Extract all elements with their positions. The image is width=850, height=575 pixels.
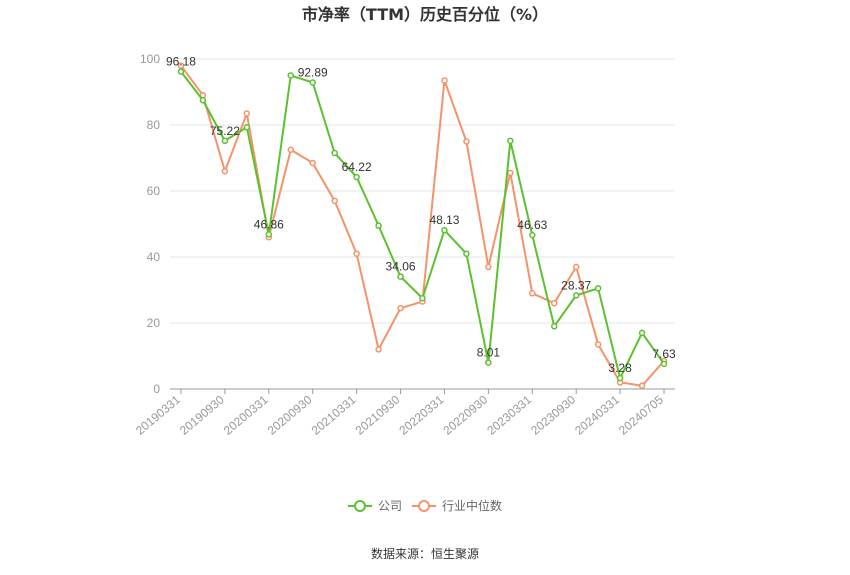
- data-point[interactable]: [419, 295, 426, 302]
- data-point[interactable]: [221, 137, 229, 145]
- data-label: 64.22: [342, 160, 372, 174]
- data-point[interactable]: [529, 231, 536, 239]
- data-point[interactable]: [660, 360, 668, 368]
- data-label: 96.18: [166, 55, 196, 69]
- x-tick-label: 20200930: [265, 392, 315, 437]
- data-point[interactable]: [243, 124, 251, 131]
- legend-item-industry-median[interactable]: 行业中位数: [412, 498, 502, 513]
- x-tick-label: 20220930: [440, 392, 490, 437]
- legend[interactable]: 公司 行业中位数: [348, 498, 502, 513]
- legend-company-marker: [354, 500, 366, 512]
- x-tick-label: 20190930: [177, 392, 227, 437]
- data-label: 48.13: [429, 213, 459, 227]
- data-point[interactable]: [331, 149, 338, 157]
- data-point[interactable]: [485, 359, 492, 366]
- data-labels: 96.18 75.22 46.86 92.89 64.22 34.06 48.13 8.01 4…: [166, 55, 676, 376]
- data-point[interactable]: [550, 299, 558, 307]
- legend-company-label: 公司: [378, 499, 402, 513]
- x-tick-label: 20190331: [133, 392, 183, 437]
- y-axis: 0 20 40 60 80 100: [140, 52, 160, 396]
- x-tick-label: 20230930: [528, 392, 578, 437]
- x-tick-label: 20240705: [616, 392, 666, 437]
- data-label: 28.37: [561, 278, 591, 292]
- data-point[interactable]: [507, 137, 514, 145]
- data-source: 数据来源：恒生聚源: [371, 546, 479, 561]
- y-tick-label: 40: [147, 250, 161, 264]
- data-point[interactable]: [353, 173, 360, 181]
- data-point[interactable]: [638, 329, 646, 337]
- legend-industry-marker: [418, 500, 430, 512]
- data-point[interactable]: [616, 374, 624, 382]
- data-point[interactable]: [572, 263, 580, 271]
- data-label: 3.28: [608, 361, 632, 375]
- y-tick-label: 100: [140, 52, 160, 66]
- data-point[interactable]: [287, 72, 295, 79]
- legend-industry-label: 行业中位数: [442, 498, 502, 513]
- series-group: [177, 62, 668, 389]
- x-axis: 2019033120190930202003312020093020210331…: [133, 388, 675, 438]
- x-tick-label: 20220331: [396, 392, 446, 437]
- data-point[interactable]: [550, 323, 558, 330]
- data-point[interactable]: [375, 222, 382, 229]
- data-point[interactable]: [353, 250, 360, 257]
- y-tick-label: 0: [153, 382, 160, 396]
- grid-lines: [170, 58, 675, 324]
- data-point[interactable]: [463, 250, 470, 257]
- data-point[interactable]: [594, 285, 602, 292]
- x-tick-label: 20210331: [309, 392, 359, 437]
- data-point[interactable]: [265, 231, 273, 238]
- data-point[interactable]: [243, 110, 251, 117]
- chart-title: 市净率（TTM）历史百分位（%）: [302, 5, 548, 24]
- y-tick-label: 60: [147, 184, 161, 198]
- data-point[interactable]: [177, 62, 185, 69]
- data-point[interactable]: [441, 226, 448, 234]
- data-label: 75.22: [210, 124, 240, 138]
- legend-item-company[interactable]: 公司: [348, 499, 402, 513]
- y-tick-label: 80: [147, 118, 161, 132]
- data-label: 8.01: [477, 346, 501, 360]
- x-tick-label: 20240331: [572, 392, 622, 437]
- data-label: 92.89: [298, 65, 328, 79]
- data-point[interactable]: [309, 79, 316, 86]
- data-point[interactable]: [594, 341, 602, 348]
- data-label: 46.86: [254, 217, 284, 231]
- data-label: 46.63: [517, 218, 547, 232]
- data-point[interactable]: [463, 138, 470, 145]
- data-point[interactable]: [177, 68, 185, 75]
- data-point[interactable]: [199, 97, 207, 104]
- data-point[interactable]: [221, 167, 229, 175]
- data-label: 34.06: [386, 260, 416, 274]
- data-point[interactable]: [375, 346, 382, 353]
- data-point[interactable]: [572, 292, 580, 299]
- data-point[interactable]: [309, 159, 316, 167]
- x-tick-label: 20200331: [221, 392, 271, 437]
- data-point[interactable]: [441, 77, 448, 84]
- data-point[interactable]: [485, 263, 492, 271]
- data-point[interactable]: [507, 169, 514, 177]
- data-point[interactable]: [397, 304, 404, 312]
- x-tick-label: 20230331: [484, 392, 534, 437]
- x-tick-label: 20210930: [353, 392, 403, 437]
- y-tick-label: 20: [147, 316, 161, 330]
- data-point[interactable]: [638, 382, 646, 389]
- data-point[interactable]: [331, 197, 338, 205]
- data-label: 7.63: [652, 347, 676, 361]
- data-point[interactable]: [287, 146, 295, 153]
- data-point[interactable]: [529, 290, 536, 297]
- data-point[interactable]: [397, 273, 404, 280]
